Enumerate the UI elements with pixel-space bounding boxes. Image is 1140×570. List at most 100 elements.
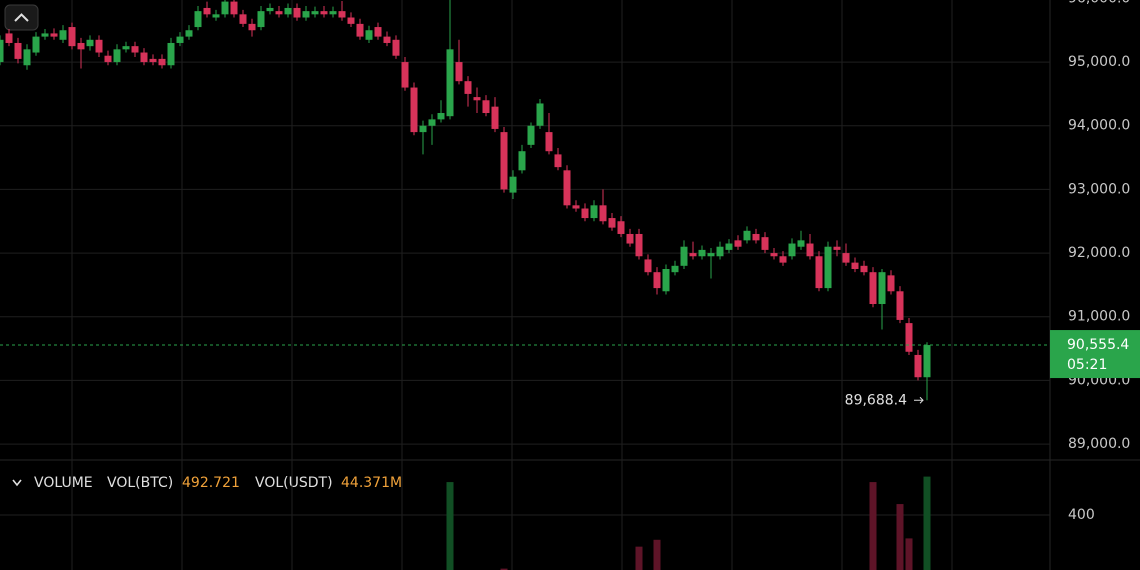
- candle-body: [167, 42, 175, 66]
- candle-body: [455, 62, 463, 82]
- volume-bar: [653, 539, 661, 570]
- candle-body: [356, 23, 364, 37]
- candle-body: [239, 14, 247, 24]
- candle-body: [122, 46, 130, 50]
- candle-body: [851, 262, 859, 269]
- candle-body: [266, 7, 274, 12]
- candle-body: [815, 256, 823, 289]
- candle-body: [905, 323, 913, 352]
- candle-body: [896, 291, 904, 320]
- button-frame[interactable]: [4, 4, 39, 31]
- candle-body: [230, 1, 238, 15]
- candle-body: [509, 176, 517, 193]
- candle-body: [347, 17, 355, 24]
- candle-body: [842, 253, 850, 263]
- candle-body: [464, 81, 472, 94]
- candle-body: [14, 42, 22, 59]
- candle-body: [428, 119, 436, 126]
- toggle-button[interactable]: [4, 4, 39, 31]
- candle-body: [734, 240, 742, 247]
- candle-body: [320, 11, 328, 15]
- candle-body: [410, 87, 418, 133]
- candle-body: [5, 33, 13, 43]
- collapse-icon[interactable]: [12, 479, 22, 487]
- candle-body: [914, 354, 922, 378]
- volume-bars: [446, 476, 931, 570]
- candle-body: [293, 7, 301, 18]
- candle-body: [833, 246, 841, 250]
- candle-body: [797, 240, 805, 247]
- chevron-up-icon[interactable]: [14, 13, 29, 22]
- candle-body: [437, 113, 445, 120]
- candle-body: [698, 249, 706, 257]
- candle-body: [752, 233, 760, 241]
- candle-body: [806, 243, 814, 257]
- candle-body: [185, 30, 193, 37]
- candle-body: [824, 246, 832, 289]
- volume-bar: [869, 482, 877, 570]
- candle-body: [500, 132, 508, 190]
- candle-body: [401, 62, 409, 88]
- candle-body: [392, 39, 400, 56]
- candle-body: [599, 205, 607, 222]
- candle-body: [536, 103, 544, 126]
- vol-usdt-label: VOL(USDT): [255, 475, 333, 491]
- candle-body: [257, 11, 265, 28]
- candle-body: [887, 275, 895, 292]
- candle-body: [545, 132, 553, 152]
- y-tick-label: 91,000.0: [1068, 309, 1130, 325]
- y-tick-label: 89,000.0: [1068, 436, 1130, 452]
- candle-body: [149, 58, 157, 63]
- candle-body: [869, 272, 877, 305]
- candle-body: [581, 208, 589, 219]
- candle-body: [329, 11, 337, 15]
- countdown-label: 05:21: [1067, 357, 1107, 373]
- candle-body: [680, 246, 688, 266]
- candle-body: [311, 11, 319, 15]
- candle-body: [59, 30, 67, 40]
- candle-body: [248, 23, 256, 31]
- candle-body: [671, 265, 679, 273]
- vol-btc-value: 492.721: [182, 475, 240, 491]
- candle-body: [23, 49, 31, 66]
- candle-body: [275, 11, 283, 15]
- last-price-label: 90,555.4: [1067, 337, 1129, 353]
- candle-body: [563, 170, 571, 206]
- candle-body: [194, 11, 202, 28]
- candle-body: [383, 36, 391, 43]
- candle-body: [140, 52, 148, 63]
- vol-btc-label: VOL(BTC): [107, 475, 173, 491]
- candle-body: [77, 42, 85, 50]
- volume-tick-label: 400: [1068, 507, 1095, 523]
- candle-body: [113, 49, 121, 63]
- candle-body: [473, 97, 481, 101]
- candle-body: [32, 36, 40, 53]
- candle-body: [527, 125, 535, 145]
- candle-body: [176, 36, 184, 43]
- candle-body: [158, 58, 166, 66]
- candle-body: [131, 46, 139, 53]
- candle-body: [50, 33, 58, 37]
- candle-body: [554, 154, 562, 168]
- volume-bar: [923, 476, 931, 570]
- candle-body: [95, 39, 103, 53]
- y-tick-label: 92,000.0: [1068, 245, 1130, 261]
- candle-body: [0, 39, 4, 63]
- candle-body: [779, 256, 787, 263]
- volume-title: VOLUME: [34, 475, 93, 491]
- candle-body: [41, 33, 49, 37]
- candle-body: [590, 205, 598, 219]
- candle-body: [284, 7, 292, 15]
- low-marker-arrow: [914, 396, 924, 404]
- candle-body: [86, 39, 94, 47]
- candle-body: [482, 100, 490, 114]
- low-marker-label: 89,688.4: [845, 392, 907, 408]
- candle-body: [860, 265, 868, 273]
- last-price-tag: [1050, 330, 1140, 379]
- candle-body: [770, 253, 778, 257]
- candle-body: [221, 1, 229, 15]
- candle-body: [419, 125, 427, 133]
- candle-body: [203, 7, 211, 15]
